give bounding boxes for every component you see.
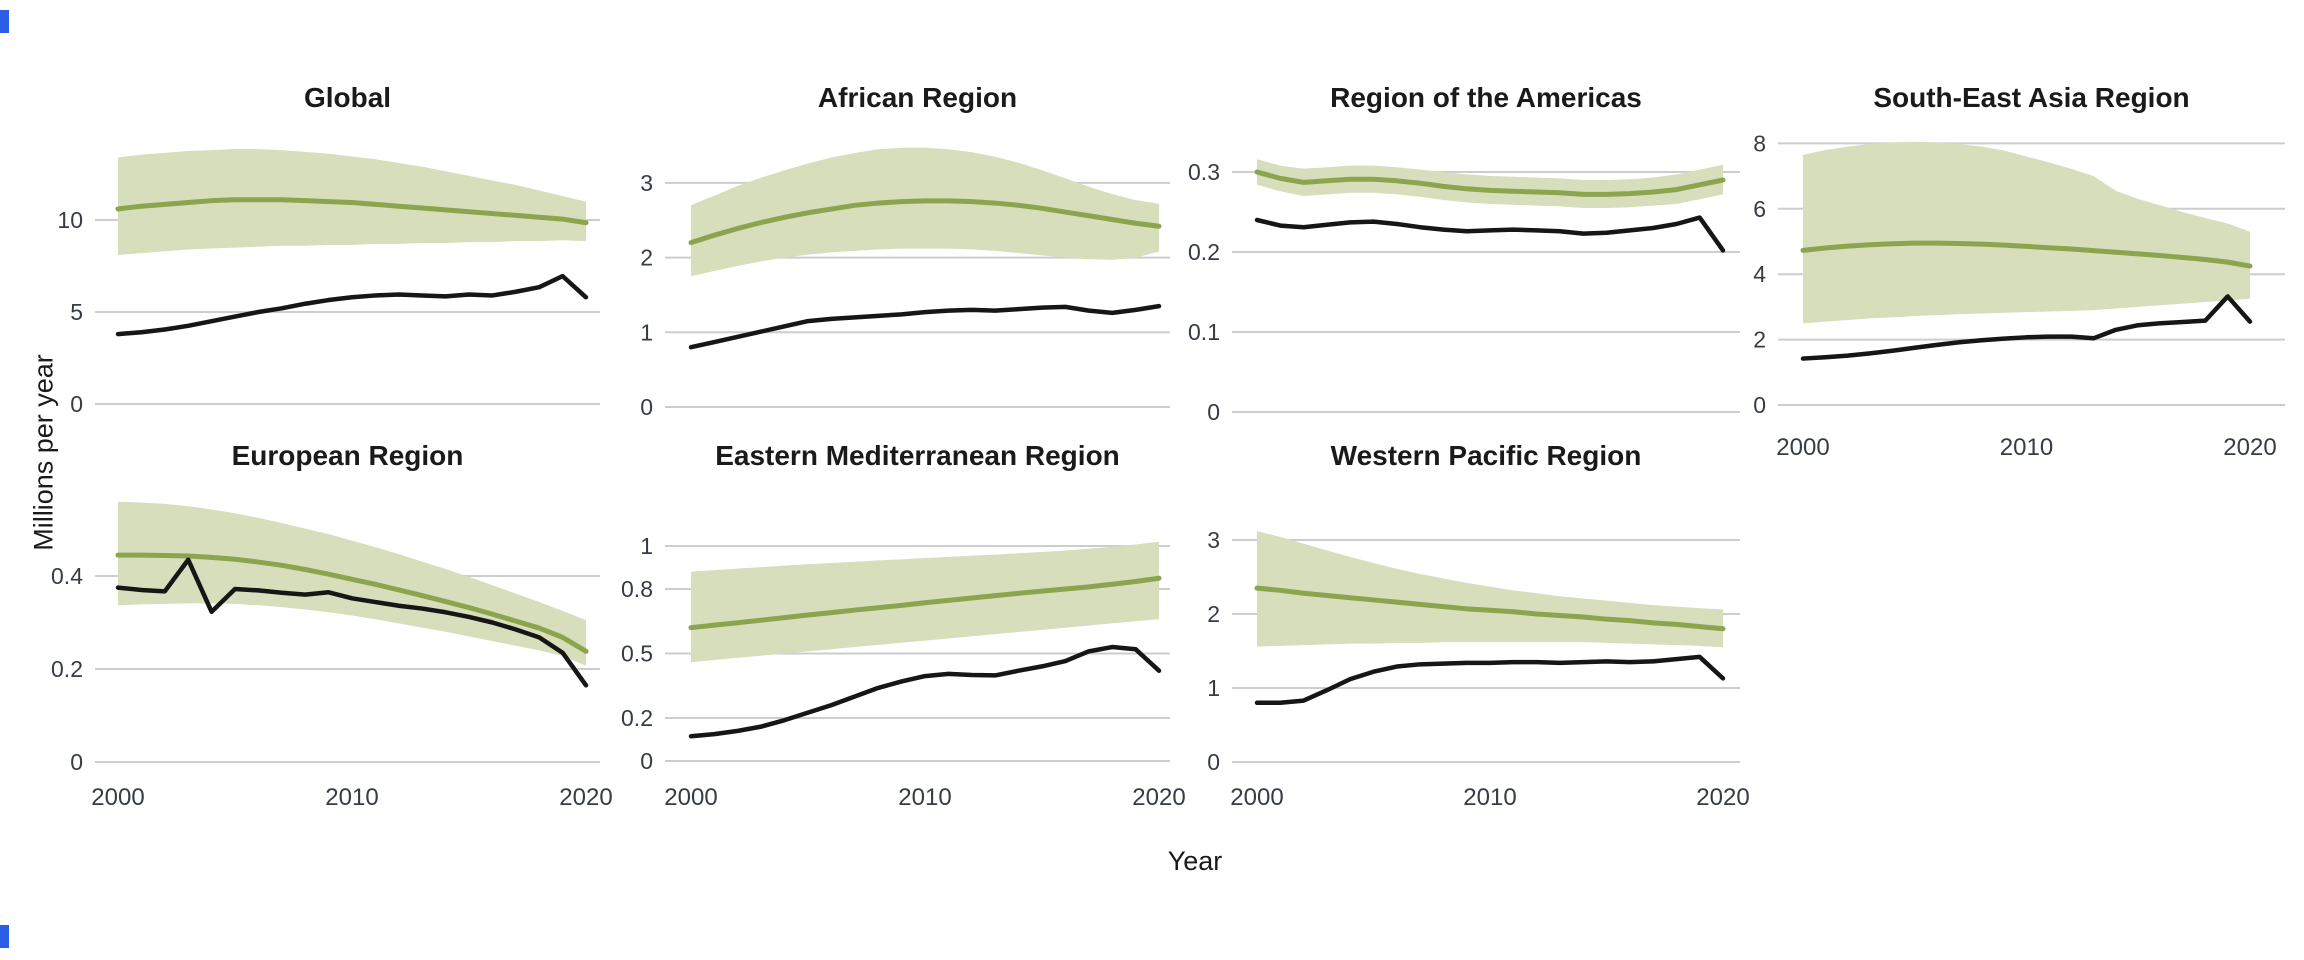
y-tick-label: 0.3 bbox=[1188, 159, 1220, 185]
y-tick-label: 0.8 bbox=[621, 576, 653, 602]
estimate-line bbox=[1254, 169, 1726, 197]
y-tick-label: 0.2 bbox=[1188, 239, 1220, 265]
uncertainty-band bbox=[118, 501, 586, 666]
panel-title: Region of the Americas bbox=[1330, 82, 1642, 113]
uncertainty-band bbox=[1803, 141, 2250, 324]
estimate-line bbox=[1800, 240, 2253, 269]
x-tick-label: 2020 bbox=[1696, 784, 1749, 811]
y-tick-label: 0.2 bbox=[51, 656, 83, 682]
observed-line bbox=[115, 557, 589, 688]
estimate-line bbox=[688, 198, 1162, 246]
panel-south-east-asia-region: 0 2 4 6 8 South-East Asia Region 2000 2010 2020 bbox=[1753, 82, 2285, 461]
panel-global: 0 5 10 Global bbox=[57, 82, 600, 417]
panel-title: South-East Asia Region bbox=[1873, 82, 2189, 113]
y-tick-label: 0 bbox=[1753, 392, 1766, 418]
y-tick-label: 2 bbox=[640, 245, 653, 271]
y-tick-label: 1 bbox=[1207, 675, 1220, 701]
x-tick-label: 2010 bbox=[1463, 784, 1516, 811]
x-tick-label: 2020 bbox=[2223, 434, 2276, 461]
panel-eastern-mediterranean-region: 0 0.2 0.5 0.8 1 Eastern Mediterranean Region 2… bbox=[621, 440, 1186, 811]
y-tick-label: 3 bbox=[1207, 527, 1220, 553]
y-tick-label: 8 bbox=[1753, 130, 1766, 156]
y-tick-label: 0 bbox=[70, 391, 83, 417]
y-tick-label: 0 bbox=[1207, 399, 1220, 425]
y-tick-label: 0 bbox=[1207, 749, 1220, 775]
y-tick-label: 1 bbox=[640, 533, 653, 559]
x-tick-label: 2010 bbox=[325, 784, 378, 811]
y-tick-label: 0.1 bbox=[1188, 319, 1220, 345]
y-tick-label: 6 bbox=[1753, 196, 1766, 222]
y-tick-label: 0.4 bbox=[51, 563, 83, 589]
x-tick-label: 2020 bbox=[559, 784, 612, 811]
observed-line bbox=[688, 303, 1162, 350]
y-tick-label: 0 bbox=[640, 748, 653, 774]
y-tick-label: 0 bbox=[70, 749, 83, 775]
x-tick-label: 2010 bbox=[898, 784, 951, 811]
uncertainty-band bbox=[1257, 531, 1723, 648]
y-tick-label: 0.5 bbox=[621, 641, 653, 667]
y-tick-label: 3 bbox=[640, 170, 653, 196]
panel-european-region: 0 0.2 0.4 European Region 2000 2010 2020 bbox=[51, 440, 613, 811]
y-tick-label: 1 bbox=[640, 319, 653, 345]
estimate-line bbox=[115, 197, 589, 226]
uncertainty-band bbox=[1257, 159, 1723, 208]
x-tick-label: 2020 bbox=[1132, 784, 1185, 811]
estimate-line bbox=[1254, 585, 1726, 632]
panel-western-pacific-region: 0 1 2 3 Western Pacific Region 2000 2010 2020 bbox=[1207, 440, 1749, 811]
panel-title: Western Pacific Region bbox=[1331, 440, 1642, 471]
screen-artifact-bottom-left bbox=[0, 925, 9, 948]
panel-region-of-the-americas: 0 0.1 0.2 0.3 Region of the Americas bbox=[1188, 82, 1740, 425]
y-tick-label: 0.2 bbox=[621, 705, 653, 731]
panel-african-region: 0 1 2 3 African Region bbox=[640, 82, 1170, 420]
panel-title: African Region bbox=[818, 82, 1017, 113]
observed-line bbox=[115, 273, 589, 337]
y-tick-label: 2 bbox=[1207, 601, 1220, 627]
screen-artifact-top-left bbox=[0, 10, 9, 33]
y-axis-title: Millions per year bbox=[28, 354, 59, 551]
x-tick-label: 2000 bbox=[91, 784, 144, 811]
estimate-line bbox=[688, 575, 1162, 631]
y-tick-label: 10 bbox=[57, 207, 83, 233]
x-axis-title: Year bbox=[1167, 846, 1223, 876]
x-tick-label: 2000 bbox=[664, 784, 717, 811]
y-tick-label: 5 bbox=[70, 299, 83, 325]
observed-line bbox=[1800, 294, 2253, 361]
panel-title: European Region bbox=[232, 440, 464, 471]
observed-line bbox=[1254, 215, 1726, 253]
uncertainty-band bbox=[691, 147, 1159, 277]
y-tick-label: 2 bbox=[1753, 327, 1766, 353]
x-tick-label: 2000 bbox=[1230, 784, 1283, 811]
x-tick-label: 2010 bbox=[2000, 434, 2053, 461]
y-tick-label: 4 bbox=[1753, 261, 1766, 287]
observed-line bbox=[1254, 654, 1726, 706]
y-tick-label: 0 bbox=[640, 394, 653, 420]
estimate-line bbox=[115, 552, 589, 654]
observed-line bbox=[688, 644, 1162, 739]
x-tick-label: 2000 bbox=[1776, 434, 1829, 461]
panel-title: Global bbox=[304, 82, 391, 113]
panel-title: Eastern Mediterranean Region bbox=[715, 440, 1120, 471]
